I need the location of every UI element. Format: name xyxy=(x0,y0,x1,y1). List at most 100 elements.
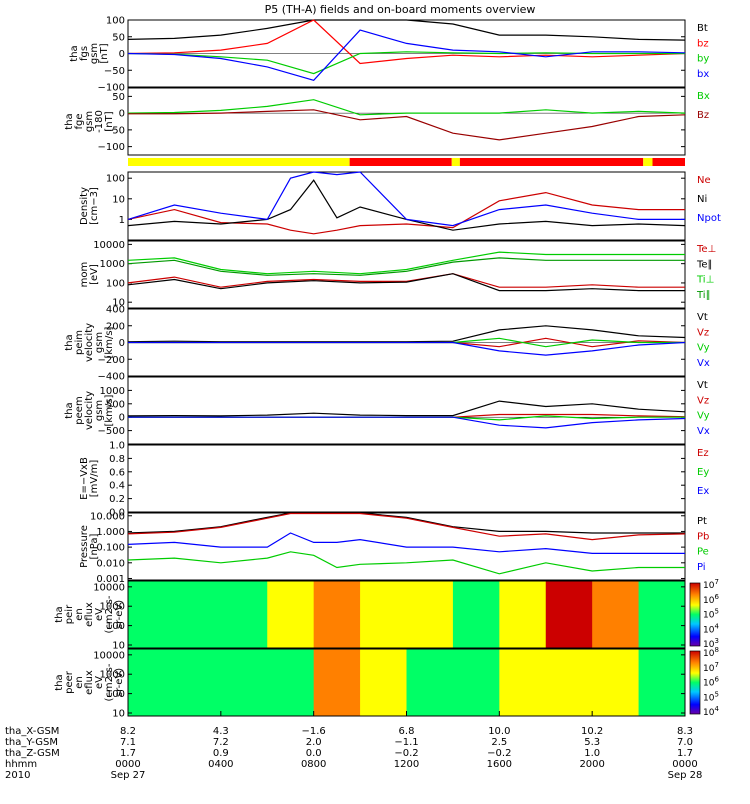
legend-label: Vx xyxy=(697,426,710,437)
y-axis-label: eflux xyxy=(84,602,95,627)
x-axis-value: −0.2 xyxy=(394,748,418,759)
y-axis-label: Pressure xyxy=(79,525,90,568)
y-tick-label: 50 xyxy=(112,32,125,43)
panel-1: 100 50 0 −50 −100 Bt bz by bx tha fgs gsm [nT] xyxy=(69,16,709,94)
panel-frame xyxy=(127,512,686,581)
heatmap-cell xyxy=(499,649,547,716)
y-tick-label: 1.0 xyxy=(109,441,125,452)
y-tick-label: 100 xyxy=(106,278,125,289)
legend-label: Vt xyxy=(697,380,708,391)
colorbar-tick-label: 107 xyxy=(703,661,719,674)
x-axis-value: 0000 xyxy=(115,759,140,770)
heatmap-cell xyxy=(638,581,686,648)
colorbar-tick-exponent: 6 xyxy=(714,593,719,601)
heatmap-cell xyxy=(128,649,175,716)
heatmap-cell xyxy=(452,581,500,648)
x-axis-value: 10.0 xyxy=(488,726,510,737)
x-axis-row-label: tha_Z-GSM xyxy=(5,748,60,759)
y-axis-label: sr-eV) xyxy=(114,668,125,697)
y-tick-label: −50 xyxy=(104,125,125,136)
y-tick-label: 10.000 xyxy=(90,511,125,522)
x-axis-value: 0800 xyxy=(301,759,326,770)
panel-3: 100 10 1 Ne Ni Npot Density [cm−3] xyxy=(79,171,721,241)
y-axis-label: peer xyxy=(64,670,75,694)
x-axis-value: 10.2 xyxy=(581,726,603,737)
colorbar-tick-label: 107 xyxy=(703,578,719,591)
y-tick-label: 500 xyxy=(106,399,125,410)
colorbar-tick-exponent: 3 xyxy=(714,637,718,645)
legend-label: by xyxy=(697,54,709,65)
y-tick-label: 1000 xyxy=(100,386,125,397)
x-axis-value: 8.3 xyxy=(677,726,693,737)
y-axis-label: -180 xyxy=(94,110,105,133)
series-line xyxy=(127,19,686,65)
y-axis-label: fge xyxy=(74,113,85,129)
legend-label: Vz xyxy=(697,395,709,406)
panel-6: 1000 500 0 −500 Vt Vz Vy Vx tha peem velocity gsm [k… xyxy=(64,376,710,445)
y-axis-label: peem xyxy=(74,396,85,424)
series-line xyxy=(127,532,685,555)
y-tick-label: 0.0 xyxy=(109,508,125,519)
heatmap-cell xyxy=(360,581,407,648)
x-axis-value: 1600 xyxy=(487,759,512,770)
y-axis-label: tha xyxy=(64,113,75,129)
x-axis-value: 0000 xyxy=(672,759,697,770)
y-tick-label: 0.4 xyxy=(109,481,125,492)
x-axis-value: 0400 xyxy=(208,759,233,770)
colorbar-tick-label: 106 xyxy=(703,676,719,689)
y-tick-label: −200 xyxy=(98,355,125,366)
colorbar-tick-label: 105 xyxy=(703,690,719,703)
heatmap-cell xyxy=(267,581,315,648)
series-line xyxy=(127,273,685,292)
y-axis-label: eV xyxy=(94,676,105,689)
legend-label: Vz xyxy=(697,327,709,338)
legend-label: Pi xyxy=(697,562,706,573)
y-tick-label: 1000 xyxy=(100,259,125,270)
y-tick-label: 100 xyxy=(106,689,125,700)
y-tick-label: 1.000 xyxy=(96,527,125,538)
y-axis-label: gsm xyxy=(94,400,105,421)
y-axis-label: tha xyxy=(64,402,75,418)
series-line xyxy=(127,179,686,231)
x-axis-value: 1200 xyxy=(394,759,419,770)
x-axis-value: Sep 28 xyxy=(668,770,703,781)
x-axis-value: 1.7 xyxy=(677,748,693,759)
y-axis-label: [cm−3] xyxy=(89,187,100,225)
x-axis-value: 2.5 xyxy=(491,737,507,748)
series-line xyxy=(127,29,686,81)
legend-label: Ey xyxy=(697,467,709,478)
x-axis-value: 6.8 xyxy=(399,726,415,737)
state-bar-segment xyxy=(349,158,452,166)
x-axis-value: 2000 xyxy=(579,759,604,770)
panel-4: 10000 1000 100 10 Te⊥ Te∥ Ti⊥ Ti∥ mom [eV] xyxy=(79,240,716,309)
y-axis-label: E=−VxB xyxy=(79,457,90,500)
y-tick-label: −50 xyxy=(104,66,125,77)
panel-frame xyxy=(127,444,686,513)
heatmap-cell xyxy=(592,649,640,716)
heatmap-cell xyxy=(313,581,361,648)
y-tick-label: 100 xyxy=(106,16,125,27)
panel-8: 10.000 1.000 0.100 0.010 0.001 Pt Pb Pe Pi Pressu… xyxy=(79,511,709,585)
y-axis-label: Density xyxy=(79,187,90,225)
x-axis-value: −0.2 xyxy=(487,748,511,759)
y-axis-label: en xyxy=(74,676,85,689)
colorbar-tick-exponent: 6 xyxy=(714,676,719,684)
series-line xyxy=(127,191,685,235)
y-tick-label: 100 xyxy=(106,621,125,632)
x-axis-value: 2.0 xyxy=(306,737,322,748)
series-line xyxy=(127,19,686,41)
y-tick-label: 10 xyxy=(112,298,125,309)
y-axis-label: fgs xyxy=(79,46,90,61)
heatmap-cell xyxy=(128,581,175,648)
x-axis-table: tha_X-GSM 8.2 4.3 −1.6 6.8 10.0 10.2 8.3 tha_Y-G… xyxy=(5,711,702,781)
panel-frame xyxy=(127,580,686,649)
x-axis-value: 7.1 xyxy=(120,737,136,748)
y-axis-label: gsm xyxy=(94,332,105,353)
series-line xyxy=(127,251,685,275)
y-axis-label: gsm xyxy=(84,111,95,132)
y-tick-label: 10000 xyxy=(93,582,125,593)
heatmap-cell xyxy=(592,581,640,648)
